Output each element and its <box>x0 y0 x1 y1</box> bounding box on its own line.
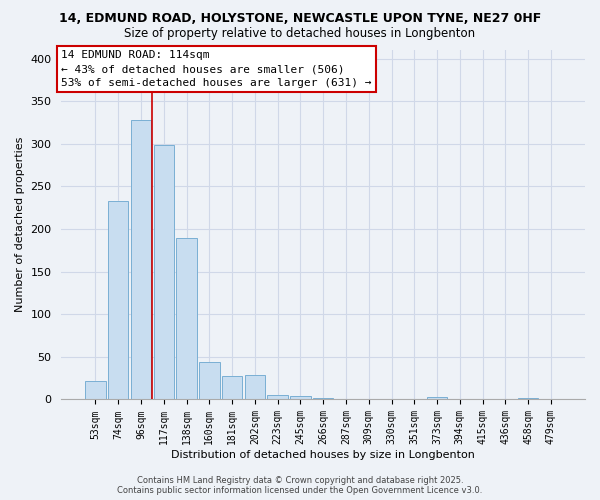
Bar <box>245 375 265 400</box>
Bar <box>85 380 106 400</box>
X-axis label: Distribution of detached houses by size in Longbenton: Distribution of detached houses by size … <box>171 450 475 460</box>
Text: Size of property relative to detached houses in Longbenton: Size of property relative to detached ho… <box>124 28 476 40</box>
Text: 14 EDMUND ROAD: 114sqm
← 43% of detached houses are smaller (506)
53% of semi-de: 14 EDMUND ROAD: 114sqm ← 43% of detached… <box>61 50 372 88</box>
Bar <box>108 201 128 400</box>
Bar <box>131 120 151 400</box>
Bar <box>154 146 174 400</box>
Bar <box>222 376 242 400</box>
Text: Contains HM Land Registry data © Crown copyright and database right 2025.
Contai: Contains HM Land Registry data © Crown c… <box>118 476 482 495</box>
Bar <box>518 398 538 400</box>
Bar <box>176 238 197 400</box>
Bar <box>268 395 288 400</box>
Bar <box>313 398 334 400</box>
Bar <box>290 396 311 400</box>
Text: 14, EDMUND ROAD, HOLYSTONE, NEWCASTLE UPON TYNE, NE27 0HF: 14, EDMUND ROAD, HOLYSTONE, NEWCASTLE UP… <box>59 12 541 26</box>
Y-axis label: Number of detached properties: Number of detached properties <box>15 137 25 312</box>
Bar <box>427 397 448 400</box>
Bar <box>199 362 220 400</box>
